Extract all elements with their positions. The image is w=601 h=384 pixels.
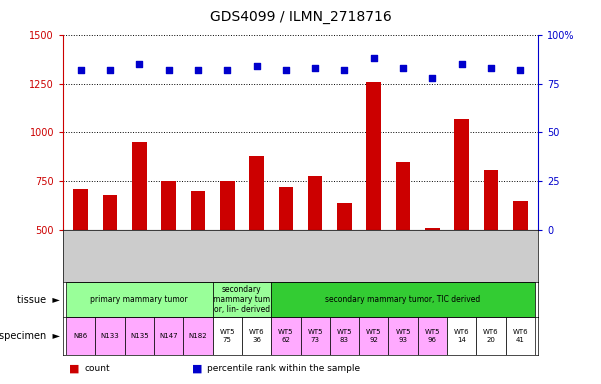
Text: secondary
mammary tum
or, lin- derived: secondary mammary tum or, lin- derived [213, 285, 270, 314]
Point [252, 63, 261, 69]
Bar [213, 282, 271, 317]
Text: WT5
92: WT5 92 [366, 329, 382, 343]
Text: tissue  ►: tissue ► [17, 295, 60, 305]
Bar [330, 317, 359, 355]
Bar [271, 282, 535, 317]
Bar [103, 195, 117, 328]
Text: N86: N86 [73, 333, 88, 339]
Bar [213, 317, 242, 355]
Point [427, 74, 437, 81]
Bar [513, 201, 528, 328]
Bar [484, 170, 498, 328]
Text: specimen  ►: specimen ► [0, 331, 60, 341]
Text: N133: N133 [100, 333, 120, 339]
Text: GDS4099 / ILMN_2718716: GDS4099 / ILMN_2718716 [210, 10, 391, 24]
Bar [447, 317, 477, 355]
Bar [124, 317, 154, 355]
Point [76, 67, 85, 73]
Bar [161, 182, 176, 328]
Bar [359, 317, 388, 355]
Bar [73, 189, 88, 328]
Bar [395, 162, 410, 328]
Text: N135: N135 [130, 333, 148, 339]
Point [281, 67, 291, 73]
Bar [477, 317, 505, 355]
Bar [367, 81, 381, 328]
Point [310, 65, 320, 71]
Text: WT5
62: WT5 62 [278, 329, 294, 343]
Text: percentile rank within the sample: percentile rank within the sample [207, 364, 361, 373]
Bar [300, 317, 330, 355]
Point [340, 67, 349, 73]
Text: WT5
93: WT5 93 [395, 329, 411, 343]
Text: ■: ■ [69, 364, 79, 374]
Text: WT5
83: WT5 83 [337, 329, 352, 343]
Point [222, 67, 232, 73]
Bar [425, 228, 440, 328]
Text: count: count [84, 364, 110, 373]
Text: WT6
41: WT6 41 [513, 329, 528, 343]
Text: N182: N182 [189, 333, 207, 339]
Text: ■: ■ [192, 364, 203, 374]
Point [486, 65, 496, 71]
Point [516, 67, 525, 73]
Bar [278, 187, 293, 328]
Point [398, 65, 408, 71]
Bar [220, 182, 234, 328]
Point [105, 67, 115, 73]
Bar [154, 317, 183, 355]
Text: WT6
36: WT6 36 [249, 329, 264, 343]
Bar [96, 317, 124, 355]
Point [164, 67, 174, 73]
Bar [418, 317, 447, 355]
Bar [183, 317, 213, 355]
Bar [308, 175, 323, 328]
Bar [191, 191, 206, 328]
Text: secondary mammary tumor, TIC derived: secondary mammary tumor, TIC derived [326, 295, 481, 304]
Bar [242, 317, 271, 355]
Bar [132, 142, 147, 328]
Text: WT6
14: WT6 14 [454, 329, 469, 343]
Bar [505, 317, 535, 355]
Text: WT6
20: WT6 20 [483, 329, 499, 343]
Text: primary mammary tumor: primary mammary tumor [91, 295, 188, 304]
Bar [66, 317, 96, 355]
Point [135, 61, 144, 67]
Bar [66, 282, 213, 317]
Text: WT5
75: WT5 75 [219, 329, 235, 343]
Bar [337, 203, 352, 328]
Text: WT5
96: WT5 96 [425, 329, 440, 343]
Bar [271, 317, 300, 355]
Bar [249, 156, 264, 328]
Point [193, 67, 203, 73]
Bar [454, 119, 469, 328]
Text: WT5
73: WT5 73 [307, 329, 323, 343]
Bar [388, 317, 418, 355]
Point [369, 55, 379, 61]
Point [457, 61, 466, 67]
Text: N147: N147 [159, 333, 178, 339]
